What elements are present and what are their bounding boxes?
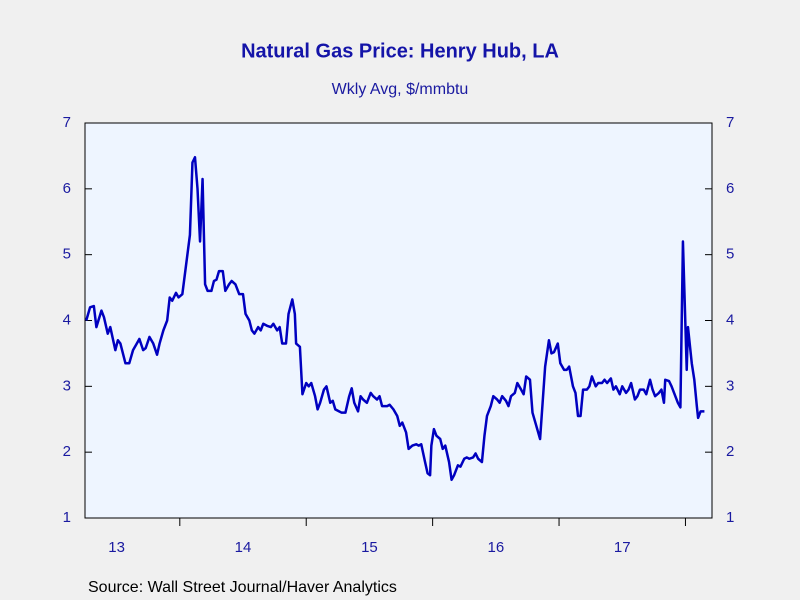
x-tick-label: 15 xyxy=(361,539,378,556)
x-tick-label: 14 xyxy=(235,539,252,556)
x-tick-label: 13 xyxy=(108,539,125,556)
y-tick-label: 5 xyxy=(63,246,71,263)
y2-tick-label: 5 xyxy=(726,246,734,263)
y2-tick-label: 6 xyxy=(726,180,734,197)
y-tick-label: 6 xyxy=(63,180,71,197)
price-line xyxy=(85,155,705,482)
x-tick-label: 17 xyxy=(614,539,631,556)
source-note: Source: Wall Street Journal/Haver Analyt… xyxy=(88,579,397,596)
y2-tick-label: 2 xyxy=(726,443,734,460)
y-tick-label: 2 xyxy=(63,443,71,460)
plot-area xyxy=(84,122,713,519)
y-tick-label: 4 xyxy=(63,311,71,328)
chart-title: Natural Gas Price: Henry Hub, LA xyxy=(241,40,559,62)
x-tick-label: 16 xyxy=(487,539,504,556)
y-tick-label: 3 xyxy=(63,377,71,394)
y2-tick-label: 7 xyxy=(726,114,734,131)
y-tick-label: 7 xyxy=(63,114,71,131)
y2-tick-label: 4 xyxy=(726,311,734,328)
chart-subtitle: Wkly Avg, $/mmbtu xyxy=(332,81,469,98)
y-tick-label: 1 xyxy=(63,509,71,526)
y2-tick-label: 3 xyxy=(726,377,734,394)
y2-tick-label: 1 xyxy=(726,509,734,526)
